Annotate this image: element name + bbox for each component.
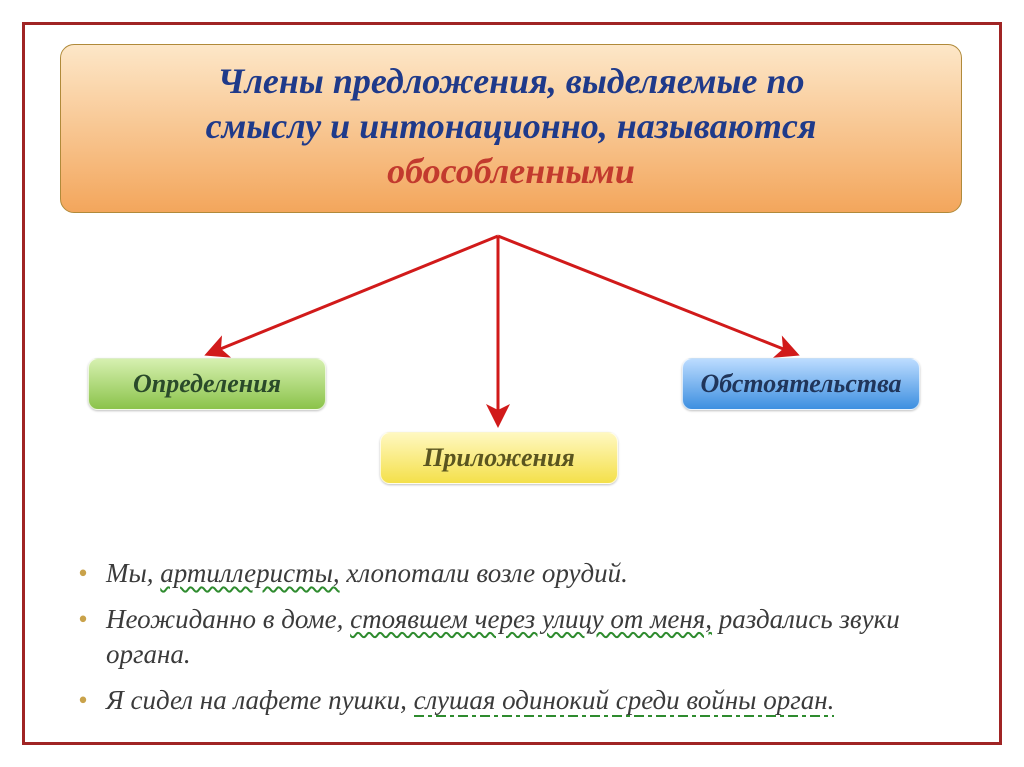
example-item: Неожиданно в доме, стоявшем через улицу …: [78, 602, 958, 673]
example-item: Мы, артиллеристы, хлопотали возле орудий…: [78, 556, 958, 592]
dash-dot-underline: слушая одинокий среди войны орган.: [414, 685, 835, 718]
wavy-underline: артиллеристы,: [160, 558, 339, 588]
wavy-underline: стоявшем через улицу от меня,: [350, 604, 712, 634]
header-line-3: обособленными: [91, 149, 931, 194]
category-applications: Приложения: [380, 432, 618, 484]
header-line-2: смыслу и интонационно, называются: [91, 104, 931, 149]
header-line-1: Члены предложения, выделяемые по: [91, 59, 931, 104]
header-box: Члены предложения, выделяемые по смыслу …: [60, 44, 962, 213]
examples-list: Мы, артиллеристы, хлопотали возле орудий…: [78, 556, 958, 729]
category-circumstances: Обстоятельства: [682, 358, 920, 410]
category-definitions: Определения: [88, 358, 326, 410]
example-item: Я сидел на лафете пушки, слушая одинокий…: [78, 683, 958, 719]
